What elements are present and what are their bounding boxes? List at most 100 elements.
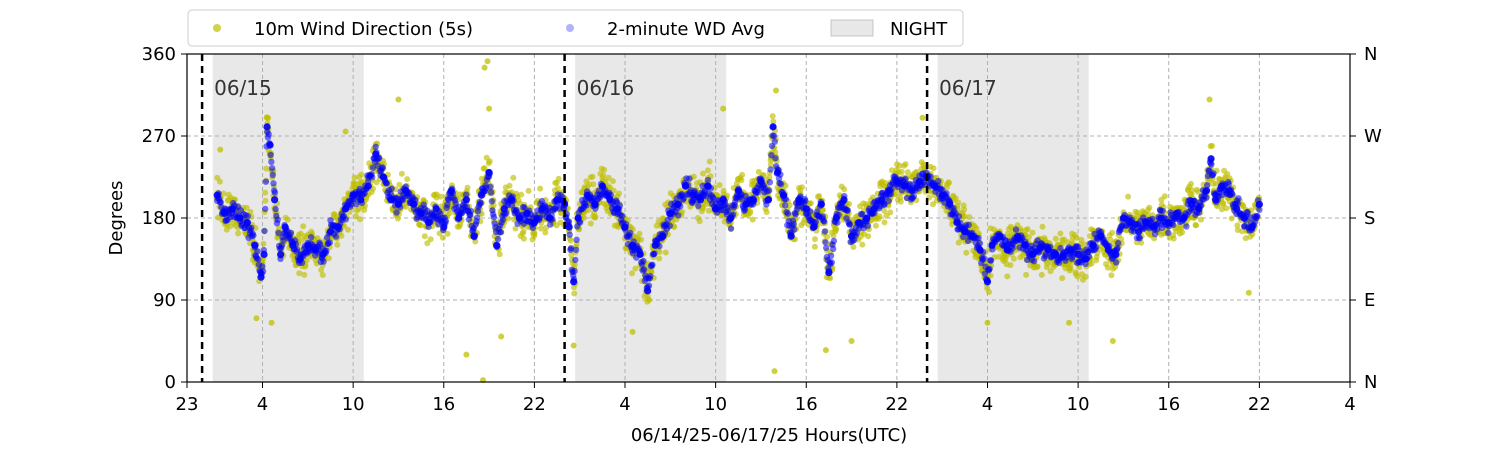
- wd-avg-key-point: [432, 205, 440, 213]
- wd-avg-point: [294, 246, 301, 253]
- wd-avg-point: [772, 155, 779, 162]
- wind-direction-point: [518, 191, 525, 198]
- wind-direction-point: [865, 233, 872, 240]
- wd-avg-point: [1165, 229, 1172, 236]
- y-tick-label: 180: [142, 208, 176, 229]
- wd-avg-point: [986, 265, 993, 273]
- wd-avg-point: [278, 242, 286, 249]
- x-tick-label: 10: [1067, 394, 1090, 415]
- wd-avg-key-point: [260, 250, 268, 259]
- wind-direction-outlier: [984, 319, 991, 326]
- legend-marker-wind-direction: [213, 24, 221, 32]
- wd-avg-point: [784, 210, 792, 217]
- wd-avg-key-point: [1029, 250, 1037, 259]
- wind-direction-point: [1228, 215, 1235, 222]
- wind-direction-outlier: [1109, 338, 1116, 344]
- wd-avg-key-point: [277, 250, 285, 259]
- wd-avg-point: [675, 212, 682, 219]
- wind-direction-point: [963, 249, 970, 256]
- wind-direction-point: [705, 207, 712, 214]
- wind-direction-point: [531, 230, 538, 237]
- wd-avg-key-point: [243, 218, 252, 227]
- x-tick-label: 16: [1157, 394, 1180, 415]
- wind-direction-point: [799, 184, 805, 191]
- wd-avg-key-point: [1104, 246, 1112, 254]
- wd-avg-key-point: [832, 214, 841, 222]
- wind-direction-point: [351, 174, 358, 181]
- wind-direction-point: [525, 187, 532, 194]
- wd-avg-point: [348, 201, 355, 208]
- wd-avg-point: [274, 216, 281, 223]
- wind-direction-point: [1209, 142, 1216, 149]
- wd-avg-key-point: [1240, 214, 1248, 222]
- wd-avg-key-point: [1202, 187, 1211, 195]
- wd-avg-point: [1115, 239, 1122, 247]
- wind-direction-point: [446, 210, 453, 217]
- wd-avg-key-point: [613, 205, 622, 213]
- wd-avg-point: [790, 221, 797, 228]
- wd-avg-key-point: [271, 196, 279, 204]
- wind-direction-point: [876, 213, 883, 220]
- wd-avg-key-point: [742, 200, 750, 208]
- wd-avg-point: [680, 195, 687, 202]
- wd-avg-point: [477, 200, 484, 207]
- wd-avg-key-point: [357, 196, 365, 204]
- wind-direction-point: [966, 214, 973, 221]
- wind-direction-point: [464, 184, 471, 191]
- y-tick-label: 360: [142, 44, 176, 65]
- wind-direction-point: [747, 210, 753, 217]
- wd-avg-point: [651, 250, 658, 257]
- wind-direction-point: [301, 271, 308, 278]
- wind-direction-point: [421, 233, 428, 240]
- wind-direction-point: [262, 189, 269, 196]
- wd-avg-point: [1151, 230, 1159, 238]
- wd-avg-key-point: [621, 223, 629, 231]
- wd-avg-key-point: [696, 196, 705, 204]
- wd-avg-key-point: [1074, 250, 1082, 259]
- wind-direction-point: [338, 232, 345, 239]
- wd-avg-point: [268, 165, 276, 172]
- wind-direction-point: [357, 216, 363, 223]
- wind-direction-point: [1025, 234, 1032, 241]
- wd-avg-point: [1203, 194, 1210, 201]
- wind-direction-point: [601, 166, 608, 173]
- wind-direction-point: [358, 171, 365, 178]
- wd-avg-key-point: [802, 205, 810, 213]
- wd-avg-key-point: [915, 177, 924, 186]
- wd-avg-point: [567, 245, 575, 252]
- wd-avg-point: [846, 221, 854, 228]
- wd-avg-point: [1225, 180, 1233, 188]
- wd-avg-point: [1055, 259, 1063, 267]
- wd-avg-point: [645, 282, 653, 289]
- wd-avg-key-point: [1112, 250, 1120, 259]
- wd-avg-point: [704, 176, 712, 184]
- wd-avg-point: [830, 245, 837, 253]
- wd-avg-point: [910, 193, 917, 200]
- wd-avg-key-point: [863, 214, 871, 222]
- wd-avg-point: [1183, 223, 1190, 230]
- wd-avg-key-point: [636, 250, 644, 259]
- wind-direction-outlier: [1206, 96, 1213, 103]
- wd-avg-key-point: [840, 196, 848, 204]
- wd-avg-point: [777, 180, 785, 188]
- wd-avg-point: [619, 212, 626, 220]
- wind-direction-point: [656, 249, 663, 255]
- wd-avg-key-point: [1157, 214, 1165, 222]
- wd-avg-point: [572, 256, 579, 264]
- wd-avg-point: [766, 187, 773, 194]
- wd-avg-key-point: [885, 187, 893, 195]
- y-tick-label: 270: [142, 126, 176, 147]
- wind-direction-outlier: [463, 351, 470, 358]
- wd-avg-key-point: [1066, 246, 1075, 254]
- wd-avg-key-point: [988, 241, 996, 249]
- wd-avg-point: [727, 225, 735, 232]
- wind-direction-point: [1073, 234, 1080, 241]
- wind-direction-point: [961, 206, 968, 213]
- wd-avg-key-point: [311, 246, 319, 254]
- wd-avg-point: [935, 177, 942, 185]
- wd-avg-key-point: [757, 177, 765, 186]
- wd-avg-key-point: [1119, 214, 1128, 222]
- wd-avg-key-point: [508, 196, 516, 204]
- wd-avg-key-point: [681, 182, 690, 190]
- wd-avg-point: [1210, 170, 1217, 177]
